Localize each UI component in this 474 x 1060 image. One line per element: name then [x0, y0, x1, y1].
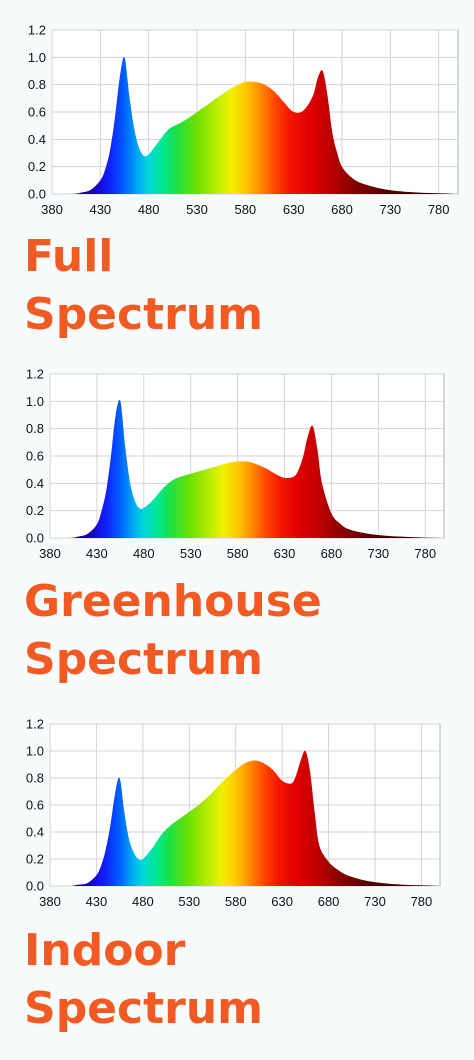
title-line-1: Full — [24, 231, 114, 282]
x-tick-label: 780 — [428, 202, 450, 217]
y-tick-label: 1.0 — [26, 394, 44, 409]
x-tick-label: 730 — [367, 546, 389, 561]
x-tick-label: 680 — [331, 202, 353, 217]
x-tick-label: 380 — [39, 894, 61, 909]
y-tick-label: 0.4 — [26, 825, 44, 840]
x-tick-label: 430 — [86, 894, 108, 909]
y-tick-label: 0.0 — [26, 531, 44, 546]
y-tick-label: 0.2 — [28, 159, 46, 174]
x-tick-label: 430 — [86, 546, 108, 561]
y-tick-label: 0.8 — [28, 77, 46, 92]
x-tick-label: 680 — [321, 546, 343, 561]
chart-svg-greenhouse: 0.0 0.2 0.4 0.6 0.8 1.0 1.2 380 430 480 530 580 630 6… — [26, 367, 445, 561]
x-tick-label: 430 — [89, 202, 111, 217]
y-tick-label: 1.0 — [28, 50, 46, 65]
x-tick-label: 580 — [225, 894, 247, 909]
title-line-1: Greenhouse — [24, 576, 322, 627]
y-tick-label: 0.8 — [26, 421, 44, 436]
y-tick-label: 1.2 — [26, 717, 44, 732]
x-tick-label: 630 — [274, 546, 296, 561]
x-tick-label: 630 — [283, 202, 305, 217]
y-tick-label: 0.6 — [26, 449, 44, 464]
chart-full-spectrum: 0.0 0.2 0.4 0.6 0.8 1.0 1.2 380 430 480 530 580 630 6… — [0, 0, 474, 225]
x-tick-label: 480 — [138, 202, 160, 217]
y-tick-label: 0.2 — [26, 852, 44, 867]
title-greenhouse-spectrum: Greenhouse Spectrum — [24, 573, 322, 689]
y-tick-label: 0.2 — [26, 503, 44, 518]
title-line-2: Spectrum — [24, 983, 264, 1034]
title-line-1: Indoor — [24, 925, 186, 976]
y-tick-label: 0.0 — [28, 187, 46, 202]
x-tick-label: 580 — [227, 546, 249, 561]
spectrum-area — [50, 399, 444, 538]
y-tick-label: 0.6 — [28, 105, 46, 120]
chart-svg-full: 0.0 0.2 0.4 0.6 0.8 1.0 1.2 380 430 480 530 580 630 6… — [28, 23, 459, 217]
spectrum-area — [52, 56, 458, 194]
title-line-2: Spectrum — [24, 289, 264, 340]
y-tick-label: 0.8 — [26, 771, 44, 786]
x-tick-label: 680 — [318, 894, 340, 909]
x-tick-label: 380 — [41, 202, 63, 217]
y-tick-label: 1.2 — [28, 23, 46, 38]
title-line-2: Spectrum — [24, 634, 264, 685]
x-tick-label: 730 — [379, 202, 401, 217]
x-tick-label: 480 — [132, 894, 154, 909]
y-tick-label: 0.6 — [26, 798, 44, 813]
chart-indoor-spectrum: 0.0 0.2 0.4 0.6 0.8 1.0 1.2 380 430 480 530 580 630 6… — [0, 710, 474, 925]
chart-svg-indoor: 0.0 0.2 0.4 0.6 0.8 1.0 1.2 380 430 480 530 580 630 6… — [26, 717, 441, 909]
x-tick-label: 380 — [39, 546, 61, 561]
spectrum-area — [50, 750, 440, 886]
x-tick-label: 780 — [414, 546, 436, 561]
title-full-spectrum: Full Spectrum — [24, 228, 263, 344]
y-tick-label: 0.4 — [26, 476, 44, 491]
y-tick-label: 1.0 — [26, 744, 44, 759]
x-tick-label: 780 — [411, 894, 433, 909]
x-tick-label: 530 — [180, 546, 202, 561]
x-tick-label: 580 — [234, 202, 256, 217]
title-indoor-spectrum: Indoor Spectrum — [24, 922, 263, 1038]
y-tick-label: 1.2 — [26, 367, 44, 382]
x-tick-label: 530 — [178, 894, 200, 909]
x-tick-label: 480 — [133, 546, 155, 561]
y-tick-label: 0.4 — [28, 132, 46, 147]
x-tick-label: 730 — [364, 894, 386, 909]
y-tick-label: 0.0 — [26, 879, 44, 894]
x-tick-label: 530 — [186, 202, 208, 217]
chart-greenhouse-spectrum: 0.0 0.2 0.4 0.6 0.8 1.0 1.2 380 430 480 530 580 630 6… — [0, 360, 474, 575]
x-tick-label: 630 — [271, 894, 293, 909]
